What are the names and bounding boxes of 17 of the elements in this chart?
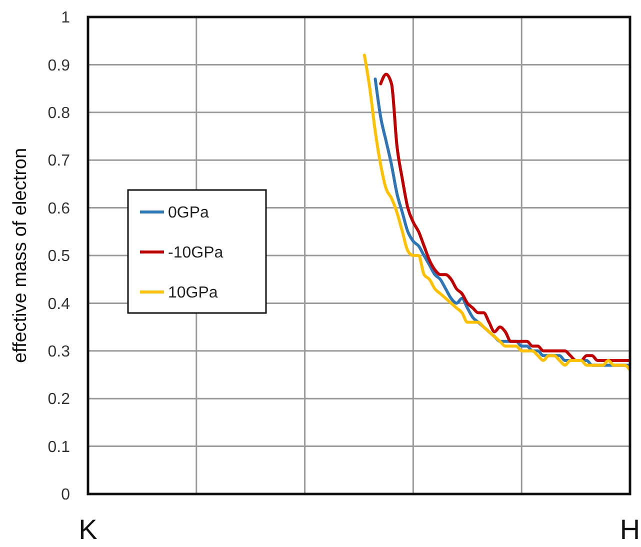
y-tick-label: 0.8 — [48, 105, 70, 122]
y-axis-title: effective mass of electron — [10, 148, 31, 364]
y-tick-label: 0.6 — [48, 200, 70, 218]
y-tick-label: 0.7 — [48, 152, 70, 170]
y-tick-label: 0.5 — [48, 248, 70, 266]
legend-label: 0GPa — [168, 204, 210, 222]
x-tick-label: K — [78, 514, 98, 545]
legend-label: 10GPa — [168, 284, 218, 302]
y-tick-label: 0.4 — [48, 296, 70, 313]
y-tick-label: 0 — [61, 486, 70, 504]
y-tick-label: 0.1 — [48, 438, 70, 456]
legend-label: -10GPa — [168, 244, 224, 262]
x-tick-label: H — [620, 514, 640, 545]
y-tick-label: 0.9 — [48, 57, 70, 74]
y-tick-label: 0.2 — [48, 391, 70, 408]
y-tick-label: 0.3 — [48, 344, 70, 360]
y-tick-label: 1 — [61, 10, 70, 27]
